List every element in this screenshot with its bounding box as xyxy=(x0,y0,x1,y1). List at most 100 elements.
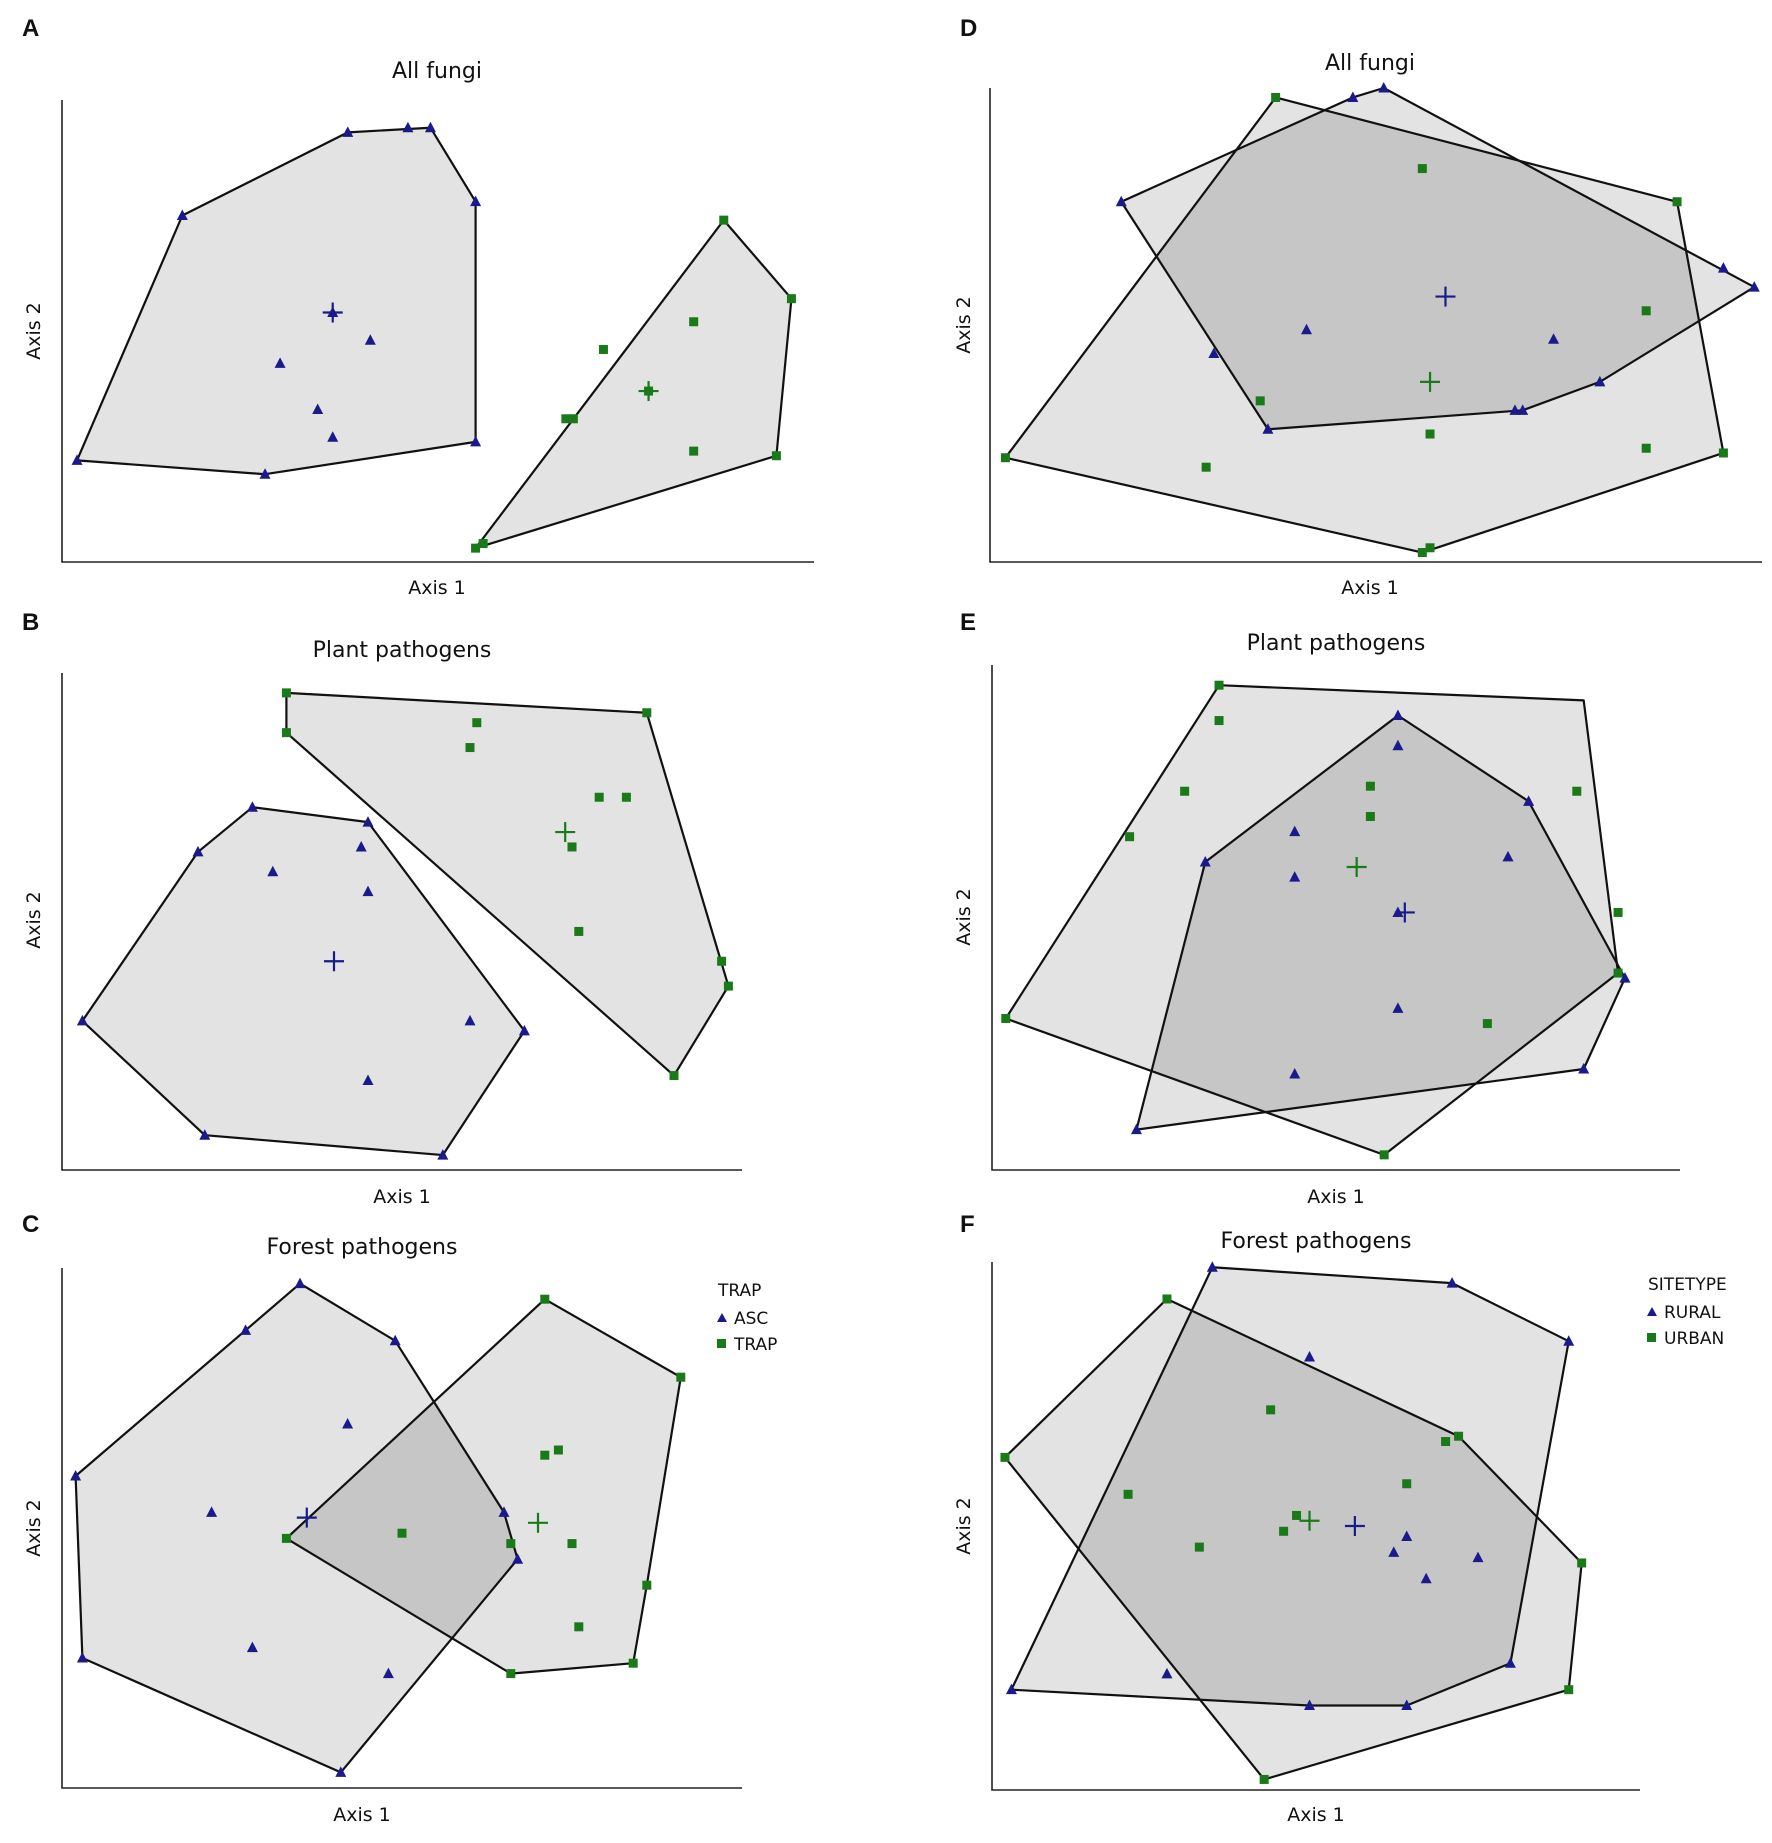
point-asc xyxy=(364,334,376,345)
point-asc xyxy=(382,1667,394,1679)
triangle-icon xyxy=(717,1313,727,1322)
point-trap xyxy=(540,1294,550,1304)
point-trap xyxy=(1641,443,1651,453)
point-asc xyxy=(342,126,354,137)
point-rural xyxy=(1161,1667,1173,1679)
y-axis-label: Axis 2 xyxy=(23,302,45,360)
legend-entry: TRAP xyxy=(733,1335,777,1355)
hull-overlap xyxy=(1156,110,1700,430)
centroid-asc xyxy=(296,1507,317,1528)
point-rural xyxy=(1301,323,1313,335)
point-urban xyxy=(1365,781,1375,791)
point-asc xyxy=(402,121,414,133)
point-urban xyxy=(1379,1150,1389,1160)
panel-title: Plant pathogens xyxy=(1247,631,1426,656)
point-asc xyxy=(274,357,286,368)
centroid-trap xyxy=(1420,371,1441,392)
point-urban xyxy=(1194,1542,1204,1552)
point-rural xyxy=(1502,850,1514,862)
point-trap xyxy=(1417,164,1427,174)
point-trap xyxy=(1425,429,1435,439)
point-asc xyxy=(199,1129,211,1140)
point-urban xyxy=(1266,1405,1276,1415)
triangle-icon xyxy=(1647,1307,1657,1316)
point-trap xyxy=(723,981,733,991)
point-urban xyxy=(1214,716,1224,726)
point-urban xyxy=(1123,1489,1133,1499)
point-asc xyxy=(70,1470,82,1481)
panel-letter: C xyxy=(22,1211,39,1238)
centroid-trap xyxy=(638,381,659,402)
point-asc xyxy=(246,1641,258,1653)
axes xyxy=(991,665,1680,1171)
panel-letter: F xyxy=(960,1211,975,1238)
point-rural xyxy=(1289,871,1301,882)
point-rural xyxy=(1005,1683,1017,1695)
panel-letter: A xyxy=(22,15,39,42)
point-rural xyxy=(1504,1657,1516,1668)
point-trap xyxy=(465,743,475,753)
point-trap xyxy=(506,1669,516,1679)
point-urban xyxy=(1564,1685,1574,1695)
hull-outline-asc xyxy=(74,1282,519,1774)
point-rural xyxy=(1509,404,1521,415)
point-rural xyxy=(1748,281,1760,292)
square-icon xyxy=(717,1339,726,1348)
point-rural xyxy=(1563,1335,1575,1346)
y-axis-label: Axis 2 xyxy=(953,888,975,946)
point-rural xyxy=(1401,1530,1413,1542)
point-urban xyxy=(1292,1510,1302,1520)
point-rural xyxy=(1130,1123,1142,1135)
legend-title: TRAP xyxy=(717,1281,761,1301)
point-asc xyxy=(312,403,324,415)
point-urban xyxy=(1365,812,1375,821)
point-urban xyxy=(1577,1558,1587,1568)
point-asc xyxy=(259,468,271,479)
point-asc xyxy=(355,840,367,852)
x-axis-label: Axis 1 xyxy=(373,1186,431,1208)
point-rural xyxy=(1472,1551,1484,1563)
x-axis-label: Axis 1 xyxy=(333,1804,391,1826)
point-rural xyxy=(1717,262,1729,273)
point-rural xyxy=(1262,423,1274,434)
point-asc xyxy=(267,865,279,877)
centroid-asc xyxy=(322,302,343,323)
y-axis-label: Axis 2 xyxy=(23,891,45,949)
x-axis-label: Axis 1 xyxy=(1287,1804,1345,1826)
centroid-trap xyxy=(555,822,576,843)
point-trap xyxy=(471,543,481,553)
point-rural xyxy=(1619,972,1631,983)
point-rural xyxy=(1392,739,1404,751)
centroid-trap xyxy=(528,1512,548,1533)
point-trap xyxy=(1417,548,1427,558)
hull-fill-trap xyxy=(475,220,792,549)
hull-outline-asc xyxy=(75,126,477,476)
legend-entry: RURAL xyxy=(1664,1303,1721,1323)
panel-title: Plant pathogens xyxy=(313,638,492,663)
point-trap xyxy=(717,956,727,966)
point-rural xyxy=(1392,1002,1404,1013)
hull-outline-trap xyxy=(1004,96,1725,554)
point-trap xyxy=(1641,306,1651,316)
point-rural xyxy=(1548,333,1560,344)
point-trap xyxy=(561,414,571,424)
point-trap xyxy=(676,1372,686,1382)
point-trap xyxy=(568,414,578,424)
square-icon xyxy=(1647,1333,1656,1342)
legend: TRAP ASC TRAP xyxy=(717,1281,777,1355)
point-urban xyxy=(1454,1431,1464,1441)
point-trap xyxy=(540,1450,550,1460)
hull-fill-asc xyxy=(77,127,476,475)
point-rural xyxy=(1392,709,1404,720)
centroid-rural xyxy=(1435,286,1456,307)
point-urban xyxy=(1279,1526,1289,1536)
axes xyxy=(61,1268,742,1789)
point-urban xyxy=(1441,1437,1451,1447)
point-asc xyxy=(342,1418,354,1429)
point-urban xyxy=(1162,1294,1172,1304)
legend-entry: URBAN xyxy=(1664,1329,1724,1349)
point-rural xyxy=(1388,1546,1400,1557)
point-asc xyxy=(76,1014,88,1026)
hull-outline-rural xyxy=(1120,86,1756,431)
